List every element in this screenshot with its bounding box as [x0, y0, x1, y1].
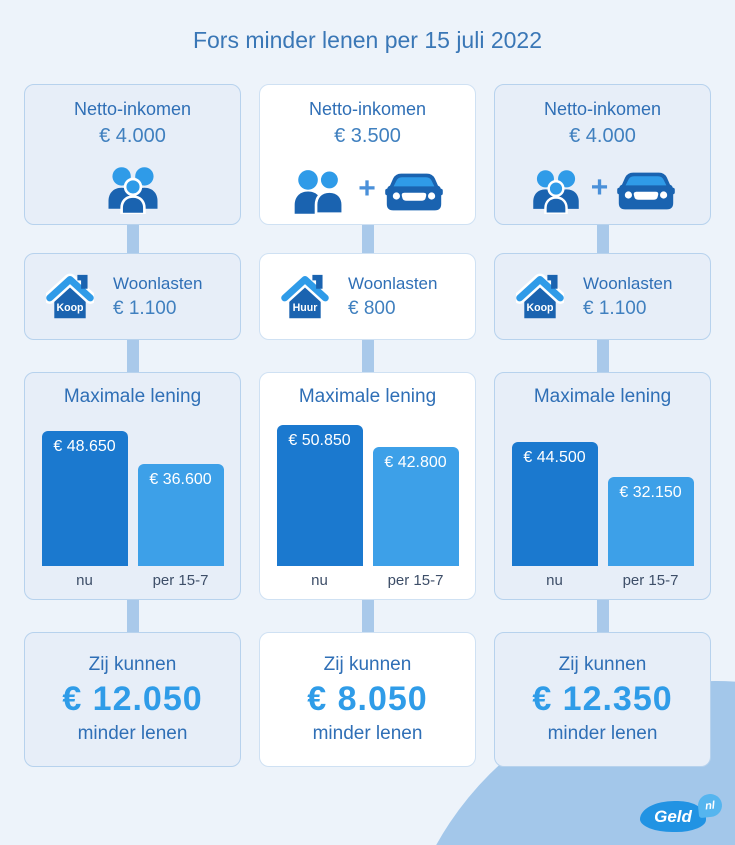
housing-label: Woonlasten: [113, 273, 203, 293]
logo-text: Geld: [654, 806, 692, 826]
max-loan-card: Maximale lening € 50.850 € 42.800 nu per…: [259, 372, 476, 600]
housing-card: Huur Woonlasten € 800: [259, 253, 476, 340]
bar-per-15-7: € 42.800: [372, 447, 459, 566]
bar-per-15-7: € 32.150: [607, 477, 694, 566]
bar-value-label: € 42.800: [384, 454, 447, 471]
house-koop-icon: Koop: [516, 272, 564, 321]
bar-value-label: € 44.500: [523, 449, 586, 466]
result-line2: minder lenen: [312, 723, 423, 744]
household-icons: [105, 165, 161, 214]
result-line2: minder lenen: [547, 723, 658, 744]
bar-chart: € 44.500 € 32.150 nu per 15-7: [495, 442, 710, 599]
bar-category-label: per 15-7: [622, 572, 679, 589]
bar-now: € 44.500: [511, 442, 598, 566]
result-amount: € 12.050: [62, 680, 203, 718]
bar-category-label: nu: [546, 572, 563, 589]
income-amount: € 3.500: [334, 125, 401, 147]
bar-now: € 50.850: [276, 425, 363, 566]
income-card: Netto-inkomen € 3.500 +: [259, 84, 476, 225]
car-icon: [617, 171, 676, 211]
bar-per-15-7: € 36.600: [137, 464, 224, 566]
logo-suffix: nl: [704, 799, 716, 812]
housing-amount: € 1.100: [113, 297, 177, 319]
connector-line: [596, 225, 609, 253]
connector-line: [126, 225, 139, 253]
income-amount: € 4.000: [569, 125, 636, 147]
housing-amount: € 800: [348, 297, 396, 319]
bar-value-label: € 50.850: [288, 432, 351, 449]
house-tag: Koop: [526, 301, 554, 313]
result-line1: Zij kunnen: [88, 654, 177, 675]
house-huur-icon: Huur: [281, 272, 329, 321]
housing-amount: € 1.100: [583, 297, 647, 319]
family-icon: [105, 165, 161, 214]
chart-title: Maximale lening: [63, 386, 202, 407]
bar-category-label: per 15-7: [387, 572, 444, 589]
result-amount: € 12.350: [532, 680, 673, 718]
house-tag: Huur: [293, 301, 318, 313]
income-card: Netto-inkomen € 4.000 +: [494, 84, 711, 225]
bar-value-label: € 48.650: [53, 438, 116, 455]
connector-line: [596, 340, 609, 372]
page-title: Fors minder lenen per 15 juli 2022: [192, 27, 543, 53]
result-amount: € 8.050: [307, 680, 428, 718]
car-icon: [384, 172, 443, 212]
chart-title: Maximale lening: [298, 386, 437, 407]
income-amount: € 4.000: [99, 125, 166, 147]
logo-nl-badge: nl: [696, 792, 724, 819]
household-icons: +: [530, 168, 676, 214]
max-loan-card: Maximale lening € 48.650 € 36.600 nu per…: [24, 372, 241, 600]
house-koop-icon: Koop: [46, 272, 94, 321]
connector-line: [596, 600, 609, 632]
income-label: Netto-inkomen: [543, 99, 662, 119]
housing-card: Koop Woonlasten € 1.100: [494, 253, 711, 340]
result-card: Zij kunnen € 12.350 minder lenen: [494, 632, 711, 767]
bar-value-label: € 32.150: [619, 484, 682, 501]
income-card: Netto-inkomen € 4.000: [24, 84, 241, 225]
connector-line: [126, 600, 139, 632]
bar-chart: € 48.650 € 36.600 nu per 15-7: [25, 431, 240, 599]
result-card: Zij kunnen € 12.050 minder lenen: [24, 632, 241, 767]
plus-icon: +: [590, 171, 609, 204]
plus-icon: +: [358, 171, 376, 205]
income-label: Netto-inkomen: [73, 99, 192, 119]
connector-line: [361, 340, 374, 372]
bar-category-label: nu: [311, 572, 328, 589]
geldnl-logo: Geld nl: [640, 792, 724, 832]
scenario-column-1: Netto-inkomen € 4.000: [24, 84, 241, 767]
house-tag: Koop: [56, 301, 84, 313]
max-loan-card: Maximale lening € 44.500 € 32.150 nu per…: [494, 372, 711, 600]
couple-icon: [292, 169, 349, 214]
result-line1: Zij kunnen: [558, 654, 647, 675]
connector-line: [361, 600, 374, 632]
housing-card: Koop Woonlasten € 1.100: [24, 253, 241, 340]
scenario-column-3: Netto-inkomen € 4.000 +: [494, 84, 711, 767]
bar-category-label: nu: [76, 572, 93, 589]
bar-chart: € 50.850 € 42.800 nu per 15-7: [260, 425, 475, 599]
connector-line: [126, 340, 139, 372]
income-label: Netto-inkomen: [308, 99, 427, 119]
housing-label: Woonlasten: [583, 273, 673, 293]
family-icon: [530, 168, 582, 214]
connector-line: [361, 225, 374, 253]
bar-category-label: per 15-7: [152, 572, 209, 589]
bar-value-label: € 36.600: [149, 471, 212, 488]
result-line2: minder lenen: [77, 723, 188, 744]
result-card: Zij kunnen € 8.050 minder lenen: [259, 632, 476, 767]
logo-main-blob: Geld: [640, 801, 706, 832]
scenario-column-2: Netto-inkomen € 3.500 +: [259, 84, 476, 767]
housing-label: Woonlasten: [348, 273, 438, 293]
result-line1: Zij kunnen: [323, 654, 412, 675]
household-icons: +: [292, 169, 443, 214]
bar-now: € 48.650: [41, 431, 128, 566]
chart-title: Maximale lening: [533, 386, 672, 407]
